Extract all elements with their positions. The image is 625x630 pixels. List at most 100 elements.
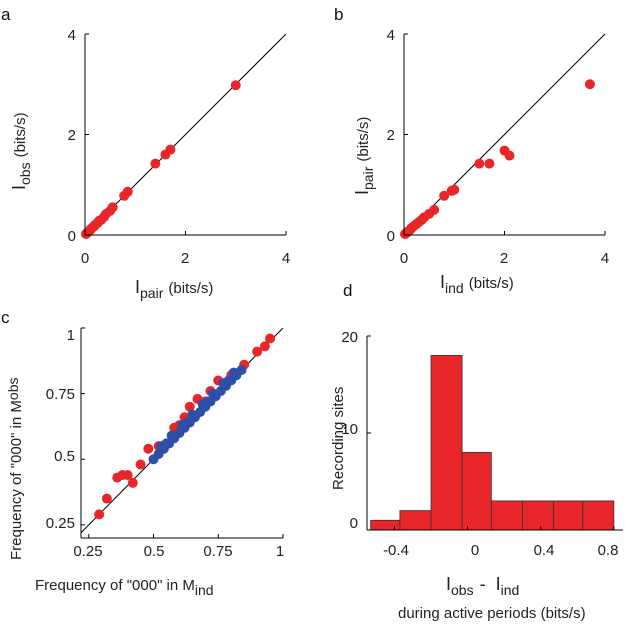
panel-b-scatter: 0 2 4 0 2 4 Iind (bits/s) Ipair (bits/s) — [352, 27, 609, 296]
panel-c-point-blue-23 — [208, 388, 219, 399]
panel-c-ytick-1: 1 — [67, 327, 75, 344]
panel-d-bar-6 — [553, 500, 584, 531]
panel-c-xtick-1: 1 — [276, 543, 284, 560]
panel-c-point-red-23 — [265, 333, 276, 344]
panel-label-c: c — [1, 308, 10, 327]
panel-c-xtick-05: 0.5 — [144, 543, 165, 560]
panel-d-ylabel: Recording sites — [330, 387, 347, 490]
panel-d-ytick-0: 0 — [350, 515, 358, 532]
panel-c-point-red-21 — [252, 346, 263, 357]
panel-d-axes — [366, 335, 623, 531]
panel-d-bar-0 — [370, 519, 401, 531]
panel-d-bar-4 — [490, 500, 523, 531]
panel-c-ylabel: Frequency of "000" in Mobs — [5, 378, 25, 560]
panel-b-point-sites-12 — [439, 190, 450, 201]
panel-a-ytick-2: 2 — [68, 127, 76, 144]
panel-b-point-sites-11 — [429, 204, 440, 215]
panel-c-point-red-0 — [94, 509, 105, 520]
panel-a-point-sites-15 — [107, 202, 118, 213]
panel-c-point-blue-19 — [166, 430, 177, 441]
panel-b-ylabel: Ipair (bits/s) — [352, 117, 376, 195]
panel-b-xlabel-main: I — [440, 272, 445, 292]
panel-a-points — [81, 33, 287, 239]
panel-b-point-sites-18 — [504, 150, 515, 161]
panel-d-xlabel-sub1: obs — [451, 582, 474, 598]
panel-c-axes — [80, 327, 284, 539]
panel-d-bars — [370, 354, 615, 531]
panel-c-point-blue-25 — [228, 367, 239, 378]
panel-a-point-sites-21 — [230, 80, 241, 91]
panel-a-identity-line — [84, 33, 287, 236]
panel-a-xtick-4: 4 — [282, 250, 290, 267]
panel-d-xlabel-main2: I — [496, 574, 501, 594]
panel-b-ylabel-sub: pair — [360, 166, 376, 190]
panel-b-point-sites-15 — [474, 158, 485, 169]
panel-d-bar-1 — [399, 510, 432, 531]
panel-d-bar-7 — [582, 500, 615, 531]
panel-a-ylabel-sub: obs — [17, 162, 33, 185]
panel-c-point-red-7 — [143, 443, 154, 454]
panel-d-xlabel-main1: I — [446, 574, 451, 594]
panel-d-xlabel-line1: Iobs - Iind — [446, 574, 519, 598]
panel-a-ylabel: Iobs (bits/s) — [9, 112, 33, 190]
panel-c-point-red-13 — [184, 401, 195, 412]
panel-a-scatter: 0 2 4 0 2 4 Ipair (bits/s) Iobs(bits/s) — [9, 27, 290, 301]
panel-a-ylabel-unit: (bits/s) — [12, 112, 29, 157]
panel-a-point-sites-17 — [122, 186, 133, 197]
panel-b-point-sites-19 — [584, 79, 595, 90]
panel-b-axes — [403, 33, 606, 236]
panel-c-point-blue-26 — [161, 438, 172, 449]
panel-c-point-blue-27 — [182, 417, 193, 428]
panel-a-xlabel: Ipair (bits/s) — [135, 277, 213, 301]
panel-a-point-sites-18 — [150, 158, 161, 169]
panel-c-xlabel-main: Frequency of "000" in M — [35, 577, 195, 594]
panel-a-xlabel-unit: (bits/s) — [168, 280, 213, 297]
panel-b-point-sites-14 — [449, 184, 460, 195]
panel-d-xtick-m04: -0.4 — [383, 542, 409, 559]
panel-b-xlabel-unit: (bits/s) — [469, 275, 514, 292]
panel-a-xtick-0: 0 — [81, 250, 89, 267]
panel-d-xtick-08: 0.8 — [598, 542, 619, 559]
panel-c-scatter: 0.25 0.5 0.75 1 0.25 0.5 0.75 1 Frequenc… — [5, 327, 284, 598]
panel-c-point-red-22 — [259, 341, 270, 352]
panel-label-a: a — [1, 5, 11, 24]
panel-d-ytick-20: 20 — [341, 329, 358, 346]
panel-a-xlabel-main: I — [135, 277, 140, 297]
panel-c-ylabel-sub: obs — [5, 378, 21, 401]
panel-d-bar-5 — [522, 500, 554, 531]
panel-a-point-sites-20 — [165, 144, 176, 155]
panel-a-ytick-4: 4 — [68, 27, 76, 44]
panel-c-points — [80, 327, 284, 534]
panel-d-histogram: 0 10 20 -0.4 0 0.4 0.8 Recording sites I… — [330, 329, 623, 622]
panel-d-xtick-04: 0.4 — [534, 542, 555, 559]
panel-b-xtick-2: 2 — [500, 250, 508, 267]
panel-d-bar-2 — [430, 354, 463, 531]
panel-c-point-red-4 — [122, 470, 133, 480]
panel-b-ylabel-main: I — [352, 190, 372, 195]
panel-d-xlabel-sep: - — [480, 574, 486, 594]
panel-c-point-blue-17 — [236, 365, 247, 375]
panel-c-xtick-025: 0.25 — [73, 543, 102, 560]
panel-label-b: b — [334, 5, 343, 24]
panel-b-points — [400, 33, 606, 239]
panel-c-xtick-075: 0.75 — [203, 543, 232, 560]
panel-b-xtick-0: 0 — [400, 250, 408, 267]
panel-d-bar-3 — [461, 451, 492, 531]
panel-b-identity-line — [403, 33, 606, 236]
panel-c-point-red-1 — [101, 493, 112, 504]
panel-d-xlabel-line2: during active periods (bits/s) — [398, 605, 586, 622]
panel-c-ylabel-main: Frequency of "000" in M — [8, 400, 25, 560]
panel-a-xlabel-sub: pair — [140, 285, 164, 301]
panel-c-ytick-025: 0.25 — [46, 515, 75, 532]
panel-c-xlabel: Frequency of "000" in Mind — [35, 577, 214, 598]
panel-b-ytick-4: 4 — [387, 27, 395, 44]
panel-b-ylabel-unit: (bits/s) — [355, 117, 372, 162]
panel-c-point-blue-21 — [187, 409, 198, 420]
panel-d-xlabel-sub2: ind — [501, 582, 520, 598]
panel-b-xlabel-sub: ind — [445, 280, 464, 296]
panel-c-ytick-075: 0.75 — [46, 386, 75, 403]
panel-a-xtick-2: 2 — [181, 250, 189, 267]
panel-label-d: d — [343, 281, 352, 300]
panel-c-point-red-6 — [135, 459, 146, 470]
